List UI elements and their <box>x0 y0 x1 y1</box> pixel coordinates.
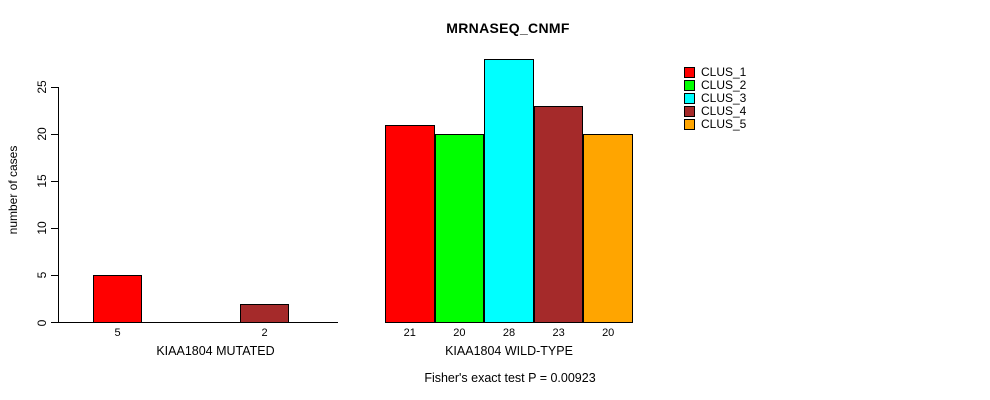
fisher-test-annotation: Fisher's exact test P = 0.00923 <box>424 371 596 385</box>
bar-count-label: 20 <box>602 327 615 339</box>
bar-count-label: 5 <box>114 327 121 339</box>
bar-clus_3 <box>484 58 534 323</box>
legend-swatch-clus_2 <box>684 80 695 91</box>
y-tick-label: 10 <box>35 221 49 235</box>
legend-item: CLUS_4 <box>684 105 746 118</box>
bar-clus_5 <box>583 134 633 323</box>
y-tick-label: 5 <box>35 272 49 279</box>
bar-count-label: 28 <box>502 327 516 339</box>
legend-swatch-clus_5 <box>684 119 695 130</box>
legend-swatch-clus_3 <box>684 93 695 104</box>
bar-clus_4 <box>533 105 584 323</box>
y-tick-label: 15 <box>35 174 49 188</box>
legend-label: CLUS_1 <box>701 65 747 79</box>
legend-swatch-clus_4 <box>684 106 695 117</box>
bar-count-label: 21 <box>403 327 416 339</box>
legend-item: CLUS_3 <box>684 92 746 105</box>
chart-title: MRNASEQ_CNMF <box>446 20 570 36</box>
bar-clus_1 <box>93 275 142 323</box>
y-axis-tick <box>51 86 58 88</box>
group-label: KIAA1804 MUTATED <box>156 344 275 358</box>
y-axis-line <box>58 87 59 323</box>
y-tick-label: 0 <box>35 319 49 326</box>
y-axis-tick <box>51 227 58 229</box>
x-axis-line <box>58 322 338 323</box>
bar-clus_1 <box>385 124 435 323</box>
legend-label: CLUS_2 <box>701 78 747 92</box>
legend-label: CLUS_5 <box>701 117 747 131</box>
y-axis-tick <box>51 133 58 135</box>
legend-swatch-clus_1 <box>684 67 695 78</box>
legend: CLUS_1 CLUS_2 CLUS_3 CLUS_4 CLUS_5 <box>684 66 746 131</box>
bar-count-label: 2 <box>261 327 268 339</box>
y-axis-tick <box>51 274 58 276</box>
legend-label: CLUS_4 <box>701 104 747 118</box>
legend-item: CLUS_2 <box>684 79 746 92</box>
bar-clus_2 <box>434 134 485 323</box>
legend-item: CLUS_5 <box>684 118 746 131</box>
y-axis-tick <box>51 322 58 323</box>
bar-count-label: 23 <box>552 327 565 339</box>
bar-count-label: 20 <box>453 327 466 339</box>
group-label: KIAA1804 WILD-TYPE <box>445 344 573 358</box>
legend-label: CLUS_3 <box>701 91 747 105</box>
bar-clus_4 <box>240 303 289 323</box>
legend-item: CLUS_1 <box>684 66 746 79</box>
y-tick-label: 25 <box>35 80 49 94</box>
y-axis-tick <box>51 180 58 182</box>
y-tick-label: 20 <box>35 127 49 141</box>
